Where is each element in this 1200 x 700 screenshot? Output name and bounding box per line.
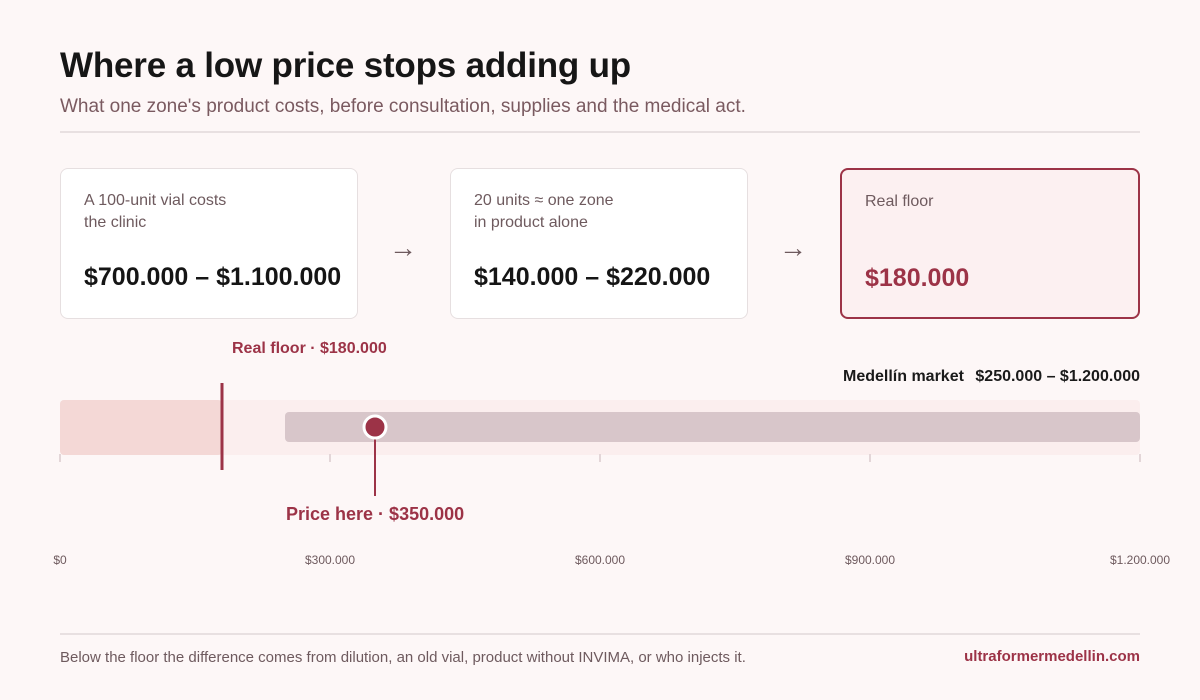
axis-tick-label: $0 xyxy=(53,553,67,567)
real-floor-caption: Real floor xyxy=(865,193,934,210)
page-title: Where a low price stops adding up xyxy=(60,46,631,85)
price-marker-label: Price here · $350.000 xyxy=(286,504,464,524)
page-subtitle: What one zone's product costs, before co… xyxy=(60,96,746,117)
price-marker-dot xyxy=(362,414,388,440)
zone-cost-card: 20 units ≈ one zone in product alone $14… xyxy=(450,168,748,319)
market-range-value: $250.000 – $1.200.000 xyxy=(975,368,1140,385)
axis-tick-label: $900.000 xyxy=(845,553,895,567)
zone-cost-value: $140.000 – $220.000 xyxy=(474,263,711,291)
below-floor-zone xyxy=(60,400,222,455)
market-range-label: Medellín market $250.000 – $1.200.000 xyxy=(843,368,1140,385)
vial-cost-value: $700.000 – $1.100.000 xyxy=(84,263,342,291)
floor-marker-label: Real floor · $180.000 xyxy=(232,340,387,357)
arrow-right-icon: → xyxy=(389,232,417,263)
axis-tick-label: $600.000 xyxy=(575,553,625,567)
axis-tick-label: $1.200.000 xyxy=(1110,553,1170,567)
footer-divider xyxy=(60,633,1140,635)
price-range-chart: $0 $300.000 $600.000 $900.000 $1.200.000 Rea… xyxy=(53,340,1170,567)
footer-note: Below the floor the difference comes fro… xyxy=(60,649,746,666)
real-floor-card: Real floor $180.000 xyxy=(840,168,1140,319)
axis-ticks xyxy=(59,454,1141,462)
site-link[interactable]: ultraformermedellin.com xyxy=(964,648,1140,665)
zone-cost-caption: 20 units ≈ one zone in product alone xyxy=(474,192,614,231)
market-range-band xyxy=(285,412,1140,442)
market-name: Medellín market xyxy=(843,368,965,385)
axis-tick-labels: $0 $300.000 $600.000 $900.000 $1.200.000 xyxy=(53,553,1170,567)
real-floor-value: $180.000 xyxy=(865,264,970,292)
axis-tick-label: $300.000 xyxy=(305,553,355,567)
header-divider xyxy=(60,131,1140,133)
vial-cost-card: A 100-unit vial costs the clinic $700.00… xyxy=(60,168,358,319)
arrow-right-icon: → xyxy=(779,232,807,263)
vial-cost-caption: A 100-unit vial costs the clinic xyxy=(84,192,227,231)
